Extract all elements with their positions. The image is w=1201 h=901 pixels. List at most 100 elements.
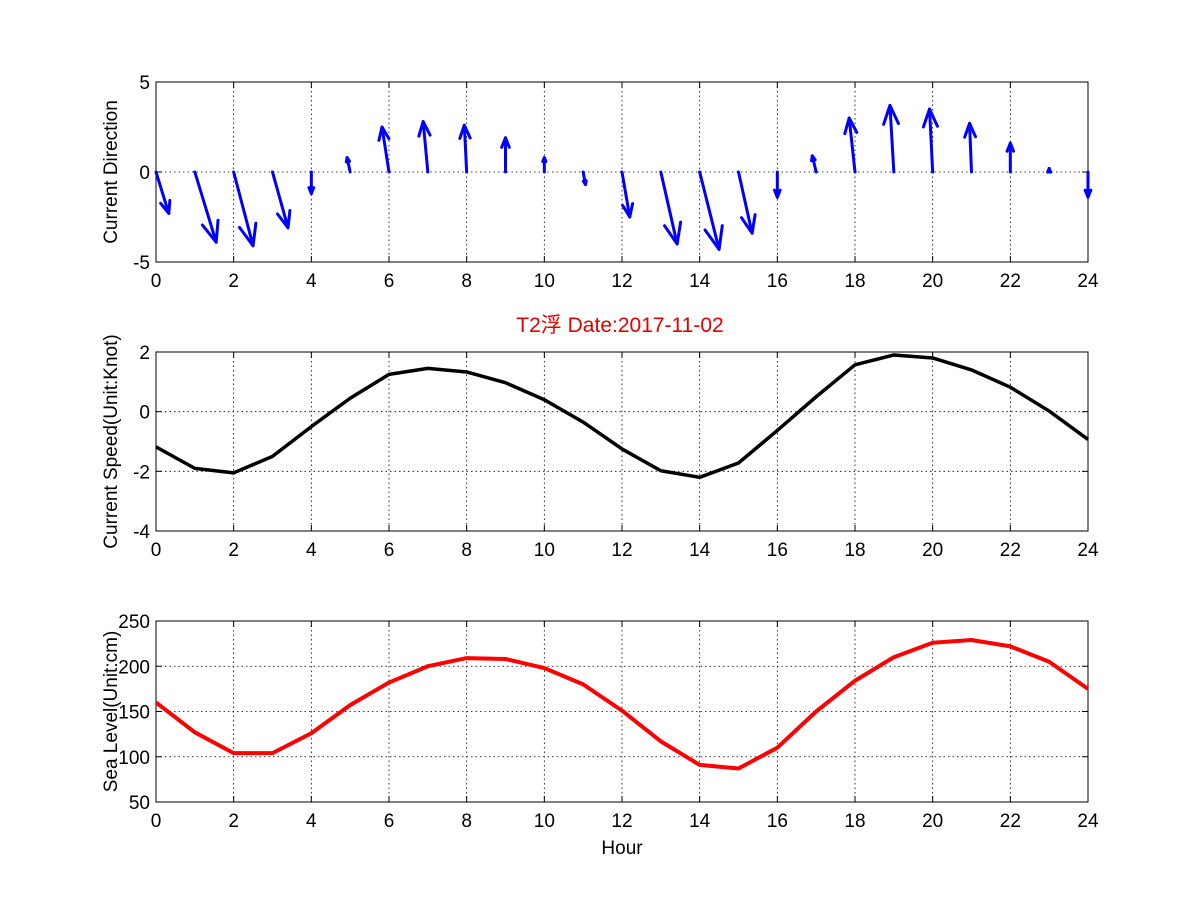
quiver-arrow xyxy=(882,103,900,174)
x-tick-label: 6 xyxy=(384,540,395,561)
x-tick-label: 14 xyxy=(689,540,711,561)
arrow-head xyxy=(275,209,292,230)
x-tick-label: 2 xyxy=(228,271,239,292)
arrow-head xyxy=(882,103,900,126)
arrow-shaft xyxy=(698,170,721,251)
arrow-head xyxy=(344,156,352,164)
quiver-arrow xyxy=(1046,166,1053,174)
quiver-arrow xyxy=(377,125,391,174)
arrow-head xyxy=(200,218,220,244)
x-tick-label: 18 xyxy=(844,271,865,292)
arrow-head xyxy=(307,186,316,196)
x-tick-label: 12 xyxy=(611,540,632,561)
x-tick-label: 16 xyxy=(767,271,788,292)
x-tick-label: 0 xyxy=(151,271,162,292)
arrow-head xyxy=(417,120,432,138)
x-tick-label: 10 xyxy=(534,540,555,561)
quiver-arrow xyxy=(581,170,588,187)
quiver-arrow xyxy=(620,170,635,219)
quiver-arrow xyxy=(698,170,724,251)
arrow-head xyxy=(773,188,782,199)
series-line xyxy=(154,638,1090,771)
y-tick-label: -4 xyxy=(133,522,150,543)
x-tick-label: 6 xyxy=(384,811,395,832)
x-tick-label: 24 xyxy=(1077,811,1099,832)
x-tick-label: 14 xyxy=(689,811,711,832)
y-axis-label: Sea Level(Unit:cm) xyxy=(101,631,122,793)
arrow-head xyxy=(921,107,939,129)
arrow-shaft xyxy=(232,170,255,248)
x-tick-label: 20 xyxy=(922,811,943,832)
x-tick-label: 16 xyxy=(767,811,788,832)
quiver-arrow xyxy=(271,170,292,230)
x-tick-label: 18 xyxy=(844,811,865,832)
x-tick-label: 2 xyxy=(228,811,239,832)
x-tick-label: 16 xyxy=(767,540,788,561)
x-tick-label: 18 xyxy=(844,540,865,561)
arrow-shaft xyxy=(928,107,935,174)
x-tick-label: 22 xyxy=(1000,271,1021,292)
arrow-head xyxy=(703,224,724,251)
arrow-head xyxy=(581,179,588,187)
x-tick-label: 6 xyxy=(384,271,395,292)
arrow-head xyxy=(541,156,548,164)
arrow-head xyxy=(739,213,757,235)
arrow-shaft xyxy=(421,120,430,174)
x-tick-label: 12 xyxy=(611,271,632,292)
arrow-head xyxy=(810,154,817,163)
arrow-head xyxy=(458,123,472,140)
arrow-shaft xyxy=(271,170,290,230)
x-tick-label: 12 xyxy=(611,811,632,832)
y-tick-label: -5 xyxy=(133,253,150,274)
y-tick-label: 0 xyxy=(139,163,150,184)
arrow-shaft xyxy=(380,125,391,174)
arrow-head xyxy=(663,220,683,246)
quiver-arrow xyxy=(810,154,818,174)
quiver-arrow xyxy=(843,116,859,174)
arrow-head xyxy=(1083,188,1093,199)
y-tick-label: 250 xyxy=(118,612,150,633)
x-tick-label: 22 xyxy=(1000,540,1021,561)
quiver-arrow xyxy=(1005,141,1016,174)
y-tick-label: 150 xyxy=(118,703,150,724)
y-tick-label: 50 xyxy=(129,793,150,814)
x-tick-label: 20 xyxy=(922,540,943,561)
arrow-shaft xyxy=(968,121,973,174)
quiver-arrow xyxy=(659,170,683,246)
x-tick-label: 10 xyxy=(534,271,555,292)
y-axis-label: Current Direction xyxy=(101,100,122,244)
x-tick-label: 4 xyxy=(306,271,317,292)
x-tick-label: 14 xyxy=(689,271,711,292)
quiver-arrow xyxy=(193,170,220,244)
x-tick-label: 20 xyxy=(922,271,943,292)
quiver-arrow xyxy=(541,156,548,174)
x-tick-label: 8 xyxy=(461,271,472,292)
quiver-arrow xyxy=(232,170,258,248)
arrow-head xyxy=(963,121,978,139)
arrow-head xyxy=(500,136,511,149)
quiver-arrow xyxy=(154,170,172,215)
y-tick-label: -2 xyxy=(133,462,150,483)
quiver-arrow xyxy=(921,107,939,174)
quiver-arrow xyxy=(458,123,472,174)
x-tick-label: 22 xyxy=(1000,811,1021,832)
arrow-head xyxy=(1046,166,1053,174)
x-tick-label: 10 xyxy=(534,811,555,832)
y-tick-label: 2 xyxy=(139,343,150,364)
x-tick-label: 8 xyxy=(461,811,472,832)
quiver-arrow xyxy=(307,170,316,196)
quiver-arrow xyxy=(963,121,978,174)
quiver-arrow xyxy=(1083,170,1093,199)
arrow-head xyxy=(1005,141,1016,153)
arrow-shaft xyxy=(154,170,171,215)
arrow-head xyxy=(377,125,391,142)
axes-frame xyxy=(155,351,1089,532)
arrow-shaft xyxy=(737,170,754,235)
arrow-shaft xyxy=(462,123,469,174)
arrow-shaft xyxy=(888,103,896,174)
arrow-head xyxy=(159,198,172,215)
x-tick-label: 2 xyxy=(228,540,239,561)
